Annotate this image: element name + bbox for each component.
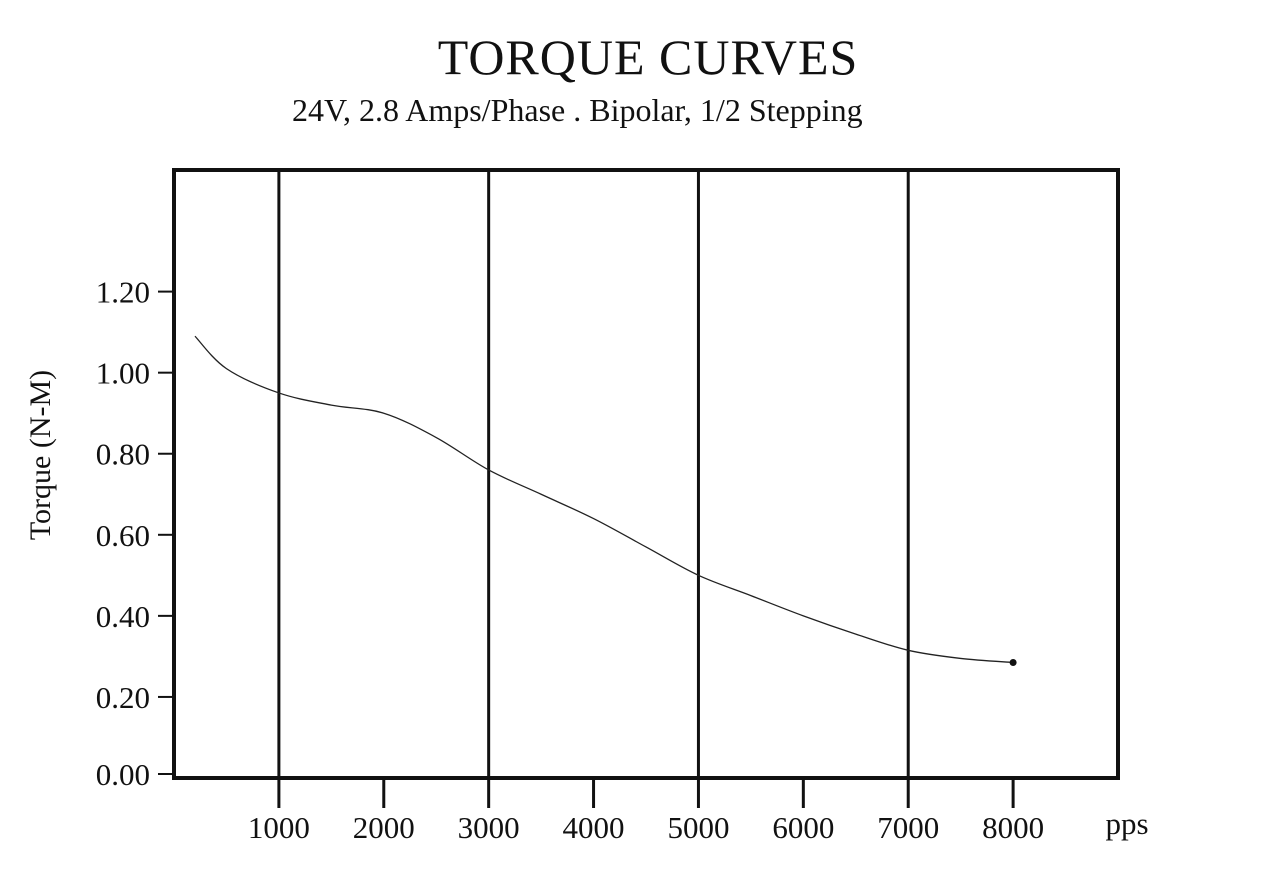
chart-title: TORQUE CURVES: [437, 29, 859, 85]
y-axis-label: Torque (N-M): [24, 370, 57, 540]
x-tick-label: 2000: [353, 810, 415, 845]
torque-curve-line: [194, 335, 1014, 664]
x-tick-label: 7000: [877, 810, 939, 845]
plot-frame: [172, 168, 1120, 780]
x-tick-label: 8000: [982, 810, 1044, 845]
gridlines: [277, 170, 910, 778]
x-axis-label: pps: [1105, 806, 1148, 841]
y-tick-label: 0.20: [96, 680, 150, 715]
chart-subtitle: 24V, 2.8 Amps/Phase . Bipolar, 1/2 Stepp…: [292, 92, 863, 128]
x-tick-label: 4000: [563, 810, 625, 845]
x-tick-label: 3000: [458, 810, 520, 845]
y-tick-label: 1.20: [96, 275, 150, 310]
x-tick-label: 1000: [248, 810, 310, 845]
x-tick-label: 6000: [772, 810, 834, 845]
x-tick-label: 5000: [667, 810, 729, 845]
y-tick-label: 0.80: [96, 437, 150, 472]
y-tick-label: 0.40: [96, 599, 150, 634]
x-axis-ticks: 1000 2000 3000 4000 5000 6000 7000 8000: [248, 778, 1044, 845]
y-axis-ticks: 0.00 0.20 0.40 0.60 0.80 1.00 1.20: [96, 275, 174, 792]
curve-end-point: [1009, 658, 1017, 666]
y-tick-label: 0.60: [96, 518, 150, 553]
y-tick-label: 1.00: [96, 356, 150, 391]
y-tick-label: 0.00: [96, 757, 150, 792]
